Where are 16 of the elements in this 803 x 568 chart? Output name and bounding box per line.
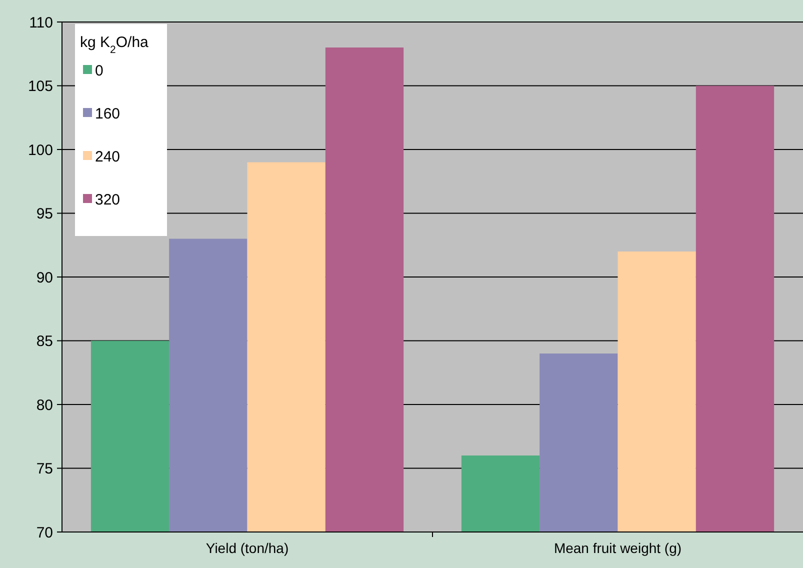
- y-tick-label: 100: [28, 142, 53, 159]
- legend-label: 160: [95, 105, 120, 122]
- y-tick-label: 80: [36, 396, 53, 414]
- y-tick-label: 70: [36, 524, 53, 542]
- y-tick-label: 110: [29, 14, 53, 32]
- y-tick-label: 75: [36, 460, 53, 478]
- x-tick-label: Mean fruit weight (g): [554, 540, 682, 556]
- x-tick-label: Yield (ton/ha): [206, 540, 289, 556]
- y-tick-label: 85: [36, 333, 53, 350]
- legend-label: 320: [95, 191, 120, 208]
- y-tick-label: 90: [36, 269, 53, 286]
- y-tick-label: 105: [28, 78, 53, 95]
- legend-title: kg K$_{2}$O/ha: [80, 34, 150, 56]
- y-tick-label: 95: [36, 206, 53, 222]
- legend-label: 240: [95, 148, 120, 166]
- legend-label: 0: [95, 62, 104, 80]
